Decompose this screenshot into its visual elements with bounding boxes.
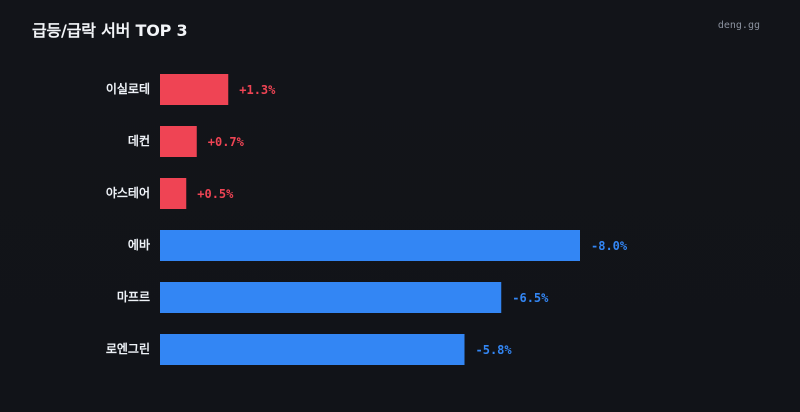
bars-layer: 이실로테 +1.3% 데컨 +0.7% 야스테어 +0.5% 에바 -8.0% 마프르 -6.5%… <box>106 74 628 365</box>
value-label: -8.0% <box>591 239 628 253</box>
value-label: +1.3% <box>239 83 276 97</box>
category-label: 야스테어 <box>106 185 150 200</box>
chart-title: 급등/급락 서버 TOP 3 <box>32 21 188 40</box>
bar <box>160 178 187 209</box>
bar <box>160 126 197 157</box>
value-label: -5.8% <box>476 343 513 357</box>
category-label: 로엔그린 <box>106 341 150 356</box>
value-label: +0.5% <box>197 187 234 201</box>
category-label: 에바 <box>128 237 150 252</box>
value-label: -6.5% <box>512 291 549 305</box>
brand-label: deng.gg <box>717 20 760 31</box>
bar <box>160 74 229 105</box>
category-label: 데컨 <box>128 133 150 148</box>
category-label: 이실로테 <box>106 81 150 96</box>
value-label: +0.7% <box>208 135 245 149</box>
bar <box>160 334 465 365</box>
category-label: 마프르 <box>117 289 150 304</box>
bar <box>160 230 580 261</box>
bar <box>160 282 502 313</box>
